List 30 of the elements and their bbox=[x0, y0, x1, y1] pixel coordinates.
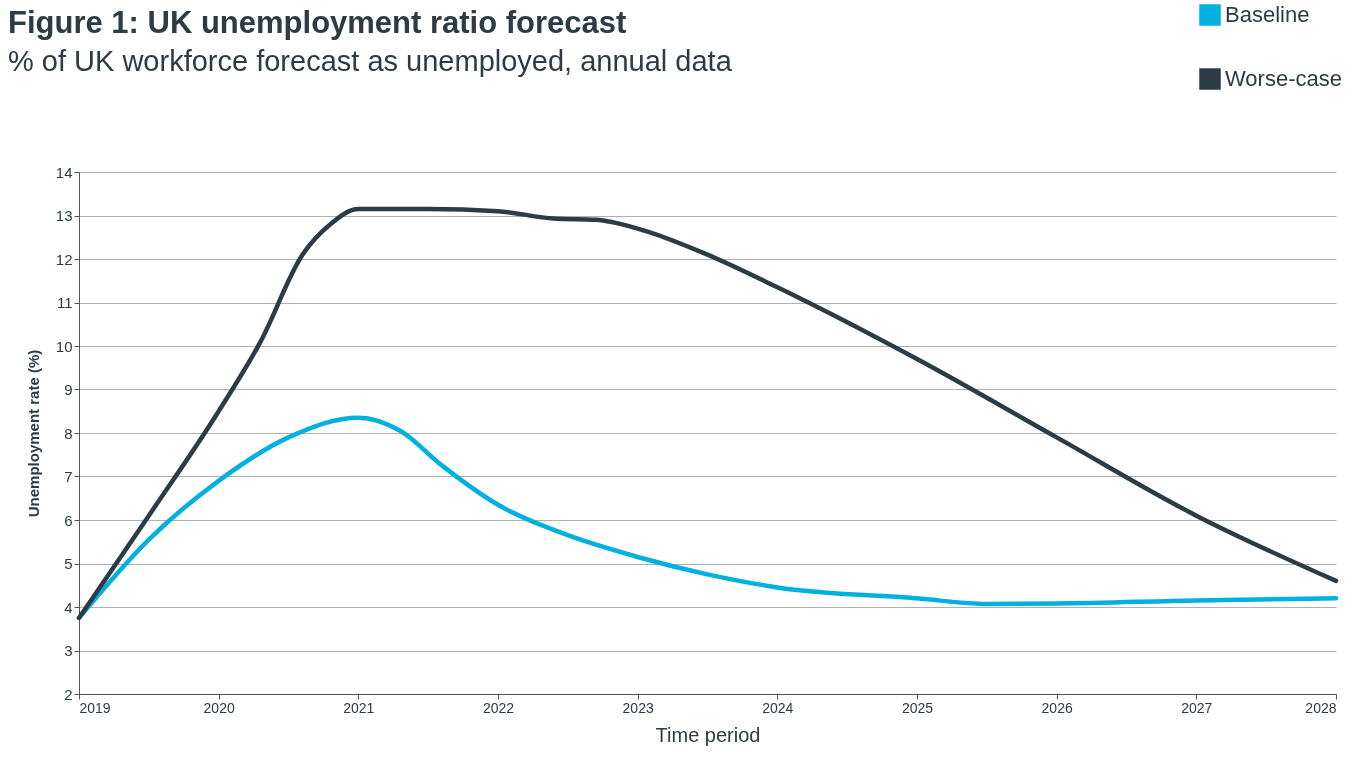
y-axis-title: Unemployment rate (%) bbox=[24, 349, 42, 518]
legend-label: Worse-case bbox=[1225, 66, 1342, 91]
line-series bbox=[76, 206, 1339, 621]
x-tick-label: 2023 bbox=[622, 699, 654, 716]
y-tick-label: 9 bbox=[64, 381, 73, 398]
x-tick-label: 2026 bbox=[1041, 699, 1073, 716]
y-tick-label: 2 bbox=[64, 685, 73, 703]
y-tick-label: 7 bbox=[64, 468, 73, 485]
x-tick-label: 2024 bbox=[762, 699, 794, 716]
y-tick-label: 4 bbox=[64, 598, 73, 616]
y-tick-label: 14 bbox=[55, 163, 73, 181]
x-tick-label: 2021 bbox=[343, 699, 375, 716]
x-tick-label: 2027 bbox=[1181, 699, 1213, 716]
chart-subtitle: % of UK workforce forecast as unemployed, annual data bbox=[8, 44, 732, 79]
y-tick-label: 13 bbox=[55, 207, 73, 224]
chart-title: Figure 1: UK unemployment ratio forecast bbox=[8, 4, 628, 42]
x-tick-label: 2020 bbox=[203, 699, 235, 716]
x-tick-label: 2025 bbox=[901, 699, 934, 716]
y-tick-label: 11 bbox=[56, 294, 73, 311]
x-tick-label: 2022 bbox=[482, 699, 515, 716]
y-tick-label: 3 bbox=[64, 642, 73, 659]
y-tick-label: 5 bbox=[64, 555, 73, 572]
y-tick-label: 8 bbox=[64, 424, 73, 442]
y-tick-label: 6 bbox=[64, 511, 73, 529]
x-axis-title: Time period bbox=[655, 723, 761, 746]
y-tick-label: 12 bbox=[55, 250, 73, 268]
x-tick-label: 2028 bbox=[1305, 699, 1337, 716]
legend-label: Baseline bbox=[1225, 2, 1310, 27]
y-tick-label: 10 bbox=[55, 337, 73, 355]
x-tick-label: 2019 bbox=[79, 699, 111, 716]
